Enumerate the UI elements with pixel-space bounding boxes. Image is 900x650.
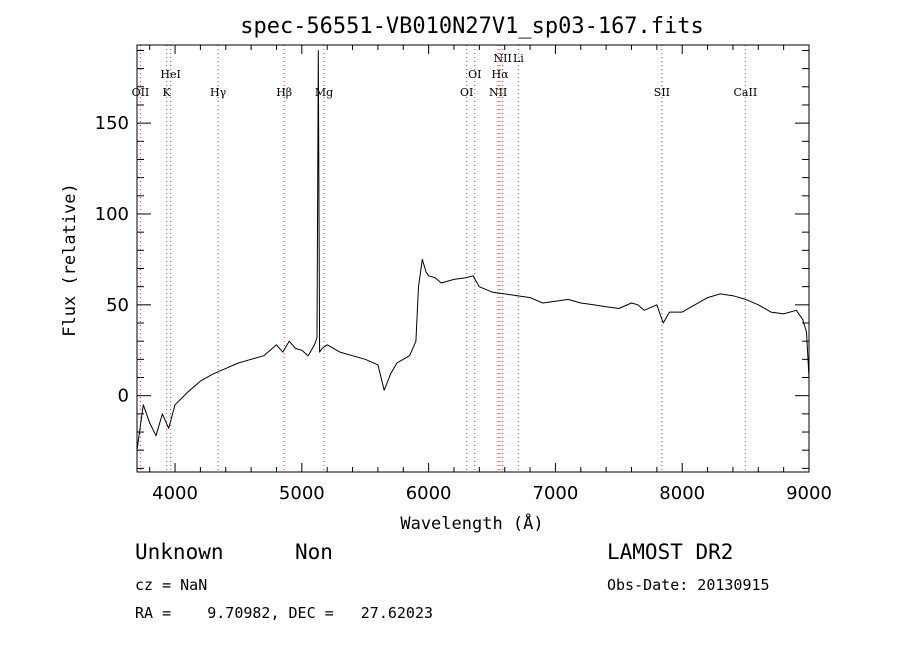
line-marker-label: Mg [315, 86, 333, 99]
y-tick-label: 150 [95, 113, 129, 134]
line-marker-label: Hγ [210, 86, 227, 99]
spectrum-line [136, 50, 810, 451]
y-tick-label: 50 [106, 295, 129, 316]
line-marker-label: OI [468, 68, 481, 81]
x-axis-label: Wavelength (Å) [400, 512, 543, 534]
coordinates-text: RA = 9.70982, DEC = 27.62023 [135, 604, 434, 622]
line-marker-label: K [163, 86, 172, 99]
line-marker-label: SII [654, 86, 670, 99]
line-marker-label: NII [489, 86, 507, 99]
y-axis-label: Flux (relative) [60, 183, 80, 337]
x-tick-label: 6000 [406, 483, 452, 504]
x-tick-label: 8000 [659, 483, 705, 504]
object-subclass: Non [295, 540, 333, 564]
survey-name: LAMOST DR2 [607, 540, 734, 564]
axes: 4000 5000 6000 7000 8000 9000 0 50 100 150 [95, 45, 832, 504]
line-marker-label: CaII [734, 86, 758, 99]
y-tick-label: 0 [118, 386, 129, 407]
line-marker-label: Hα [491, 68, 509, 81]
line-marker-label: Hβ [276, 86, 292, 99]
y-tick-label: 100 [95, 204, 129, 225]
redshift-text: cz = NaN [135, 576, 208, 594]
chart-title: spec-56551-VB010N27V1_sp03-167.fits [240, 14, 704, 39]
line-marker-label: HeI [160, 68, 180, 81]
line-marker-label: OII [132, 86, 150, 99]
object-class: Unknown [135, 540, 224, 564]
x-tick-label: 4000 [152, 483, 198, 504]
line-marker-label: NII [494, 52, 512, 65]
x-tick-label: 9000 [786, 483, 832, 504]
line-marker-label: Li [513, 52, 524, 65]
x-tick-label: 7000 [533, 483, 579, 504]
plot-frame [136, 44, 810, 473]
line-marker-label: OI [460, 86, 473, 99]
obs-date-text: Obs-Date: 20130915 [607, 576, 770, 594]
spectrum-series [136, 50, 810, 451]
x-tick-label: 5000 [279, 483, 325, 504]
